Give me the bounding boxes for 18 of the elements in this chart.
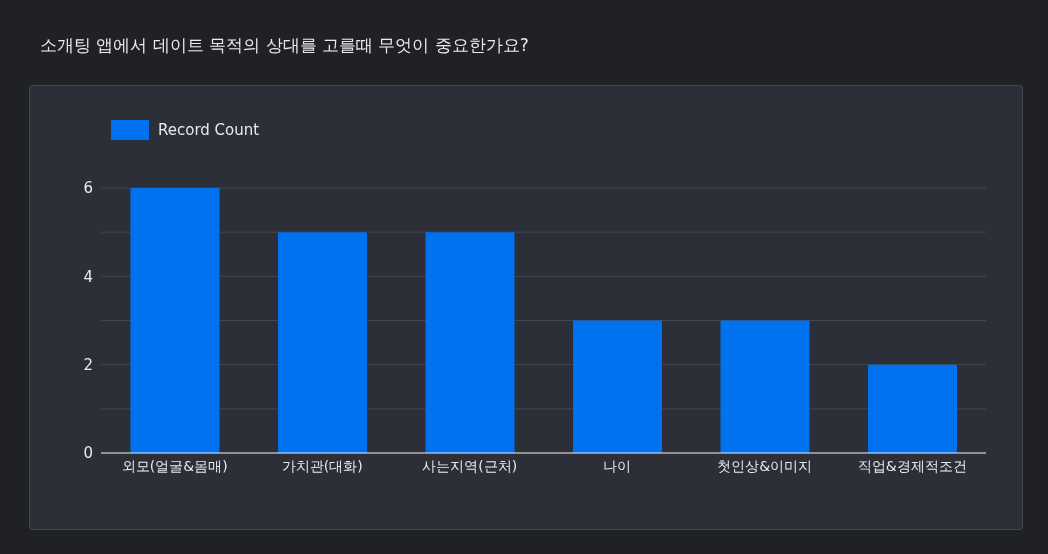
bar	[868, 364, 957, 453]
y-tick-label: 6	[83, 179, 93, 198]
x-tick-label: 나이	[603, 457, 632, 474]
y-tick-label: 4	[83, 267, 93, 286]
chart-title: 소개팅 앱에서 데이트 목적의 상대를 고를때 무엇이 중요한가요?	[40, 34, 529, 57]
legend-label: Record Count	[158, 121, 260, 139]
bar	[573, 320, 662, 453]
x-tick-label: 가치관(대화)	[281, 457, 363, 474]
x-tick-label: 사는지역(근처)	[422, 457, 518, 474]
x-tick-label: 직업&경제적조건	[857, 457, 967, 474]
bar	[720, 320, 810, 453]
bar	[425, 232, 515, 453]
bar	[278, 232, 367, 453]
x-tick-label: 첫인상&이미지	[717, 457, 813, 474]
x-tick-label: 외모(얼굴&몸매)	[121, 457, 228, 474]
y-tick-label: 2	[83, 355, 93, 374]
bar	[130, 188, 220, 453]
y-tick-label: 0	[83, 444, 93, 463]
